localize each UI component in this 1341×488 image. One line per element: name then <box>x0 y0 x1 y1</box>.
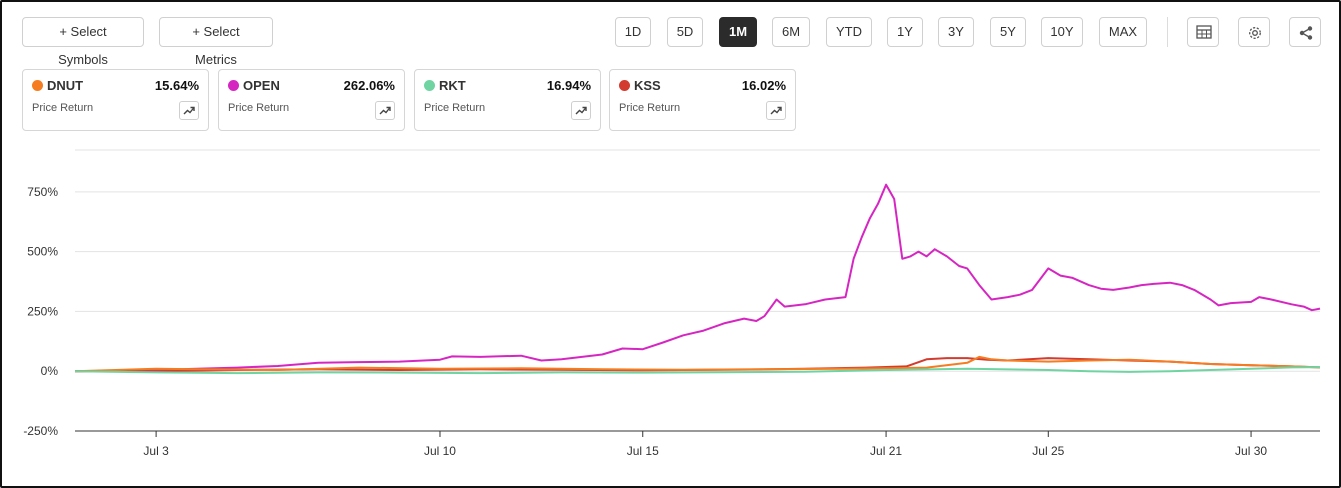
trend-button[interactable] <box>766 101 786 120</box>
y-tick-label: 500% <box>27 245 58 259</box>
range-button-1m[interactable]: 1M <box>719 17 757 47</box>
x-tick-label: Jul 3 <box>143 444 169 458</box>
trend-up-icon <box>770 106 782 115</box>
settings-button[interactable] <box>1238 17 1270 47</box>
x-tick-label: Jul 21 <box>870 444 902 458</box>
select-symbols-button[interactable]: + Select Symbols <box>22 17 144 67</box>
series-color-dot <box>228 80 239 91</box>
series-line-rkt[interactable] <box>74 366 1321 375</box>
range-button-1d[interactable]: 1D <box>615 17 651 47</box>
metric-label: Price Return <box>424 102 486 114</box>
price-return-chart: 750% 500% 250% 0% -250% Jul 3 Jul 10 Jul 15 Jul… <box>23 149 1321 458</box>
series-line-open[interactable] <box>74 183 1321 373</box>
trend-button[interactable] <box>179 101 199 120</box>
table-view-button[interactable] <box>1187 17 1219 47</box>
symbol-name: RKT <box>439 78 466 93</box>
trend-up-icon <box>575 106 587 115</box>
x-tick-label: Jul 30 <box>1235 444 1267 458</box>
symbol-name: KSS <box>634 78 661 93</box>
metric-label: Price Return <box>228 102 290 114</box>
metric-label: Price Return <box>32 102 94 114</box>
y-tick-label: 750% <box>27 185 58 199</box>
series-line-dnut[interactable] <box>74 355 1321 373</box>
symbol-card-rkt[interactable]: RKT 16.94% Price Return <box>414 69 601 131</box>
symbol-card-open[interactable]: OPEN 262.06% Price Return <box>218 69 405 131</box>
return-value: 15.64% <box>154 78 199 93</box>
gear-icon <box>1249 27 1261 39</box>
symbol-card-dnut[interactable]: DNUT 15.64% Price Return <box>22 69 209 131</box>
x-tick-label: Jul 25 <box>1032 444 1064 458</box>
range-button-10y[interactable]: 10Y <box>1041 17 1083 47</box>
x-tick-label: Jul 15 <box>627 444 659 458</box>
range-button-1y[interactable]: 1Y <box>887 17 923 47</box>
symbol-name: DNUT <box>47 78 84 93</box>
y-tick-label: 250% <box>27 304 58 318</box>
series-color-dot <box>424 80 435 91</box>
series-color-dot <box>32 80 43 91</box>
return-value: 262.06% <box>343 78 395 93</box>
trend-up-icon <box>379 106 391 115</box>
range-button-5y[interactable]: 5Y <box>990 17 1026 47</box>
return-value: 16.94% <box>546 78 591 93</box>
range-button-3y[interactable]: 3Y <box>938 17 974 47</box>
share-icon <box>1299 26 1313 40</box>
table-icon <box>1196 25 1212 39</box>
range-button-ytd[interactable]: YTD <box>826 17 872 47</box>
y-tick-label: 0% <box>41 364 59 378</box>
trend-button[interactable] <box>375 101 395 120</box>
return-value: 16.02% <box>741 78 786 93</box>
trend-up-icon <box>183 106 195 115</box>
range-button-5d[interactable]: 5D <box>667 17 703 47</box>
range-button-max[interactable]: MAX <box>1099 17 1147 47</box>
metric-label: Price Return <box>619 102 681 114</box>
symbol-name: OPEN <box>243 78 280 93</box>
select-metrics-button[interactable]: + Select Metrics <box>159 17 273 67</box>
y-tick-label: -250% <box>23 424 58 438</box>
toolbar-divider <box>1167 17 1168 47</box>
symbol-card-kss[interactable]: KSS 16.02% Price Return <box>609 69 796 131</box>
range-button-6m[interactable]: 6M <box>772 17 810 47</box>
share-button[interactable] <box>1289 17 1321 47</box>
series-color-dot <box>619 80 630 91</box>
x-tick-label: Jul 10 <box>424 444 456 458</box>
trend-button[interactable] <box>571 101 591 120</box>
